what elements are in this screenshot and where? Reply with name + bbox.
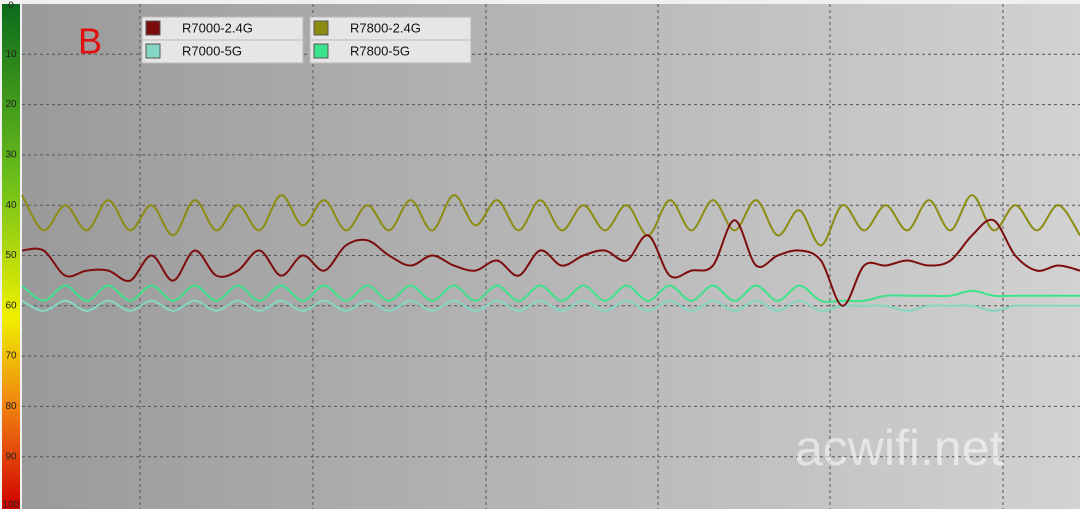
legend-swatch [145, 20, 161, 36]
series-line [21, 194, 1080, 247]
y-tick-label: 90 [5, 451, 17, 462]
legend-box [141, 39, 304, 64]
legend-swatch [313, 43, 329, 59]
watermark: acwifi.net [795, 420, 1004, 476]
y-tick-label: 70 [5, 351, 17, 362]
y-tick-label: 30 [5, 150, 17, 161]
legend-label: R7000-2.4G [182, 20, 253, 35]
y-tick-label: 10 [5, 49, 17, 60]
y-tick-label: 80 [5, 401, 17, 412]
legend-box [309, 39, 472, 64]
y-tick-label: 40 [5, 200, 17, 211]
annotation: B [78, 21, 102, 62]
y-tick-label: 50 [5, 250, 17, 261]
legend-swatch [145, 43, 161, 59]
legend-label: R7800-5G [350, 43, 410, 58]
y-tick-label: 100 [3, 500, 20, 509]
y-tick-label: 0 [8, 1, 14, 12]
legend-swatch [313, 20, 329, 36]
legend-label: R7800-2.4G [350, 20, 421, 35]
vertical-grid [139, 4, 1004, 509]
series-line [21, 284, 1080, 303]
y-tick-label: 20 [5, 99, 17, 110]
series-line [21, 218, 1080, 307]
y-tick-label: 60 [5, 300, 17, 311]
legend-label: R7000-5G [182, 43, 242, 58]
series-line [21, 299, 1080, 312]
color-scale [2, 4, 20, 509]
